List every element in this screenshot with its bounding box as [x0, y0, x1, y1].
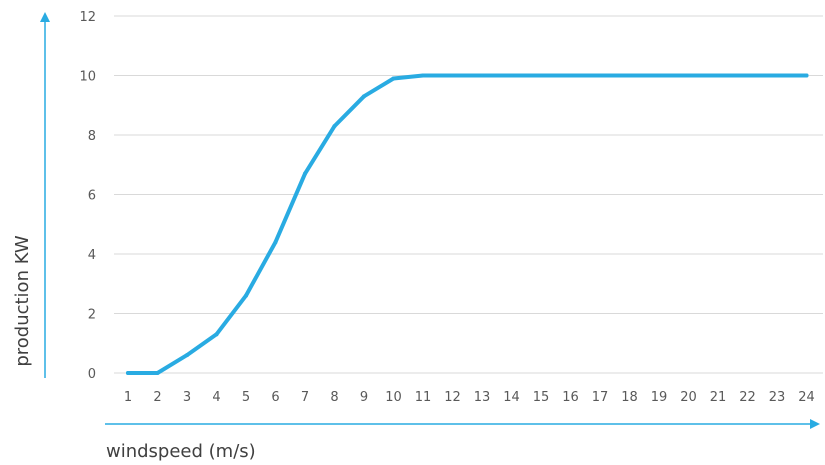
- x-tick-label: 8: [330, 390, 338, 405]
- data-point: [657, 73, 661, 78]
- data-point: [185, 353, 189, 358]
- x-tick-label: 3: [183, 390, 191, 405]
- series-line: [126, 73, 809, 375]
- data-point: [303, 171, 307, 176]
- y-tick-label: 6: [88, 189, 96, 204]
- x-tick-label: 2: [153, 390, 161, 405]
- x-axis-title: windspeed (m/s): [106, 441, 256, 461]
- x-tick-label: 18: [621, 390, 638, 405]
- data-point: [450, 73, 455, 78]
- data-point: [745, 73, 750, 78]
- data-point: [244, 293, 248, 298]
- gridlines: [114, 15, 823, 374]
- data-point: [155, 371, 160, 375]
- data-point: [480, 73, 484, 78]
- x-tick-label: 17: [592, 390, 609, 405]
- x-tick-label: 23: [769, 390, 786, 405]
- x-tick-label: 15: [533, 390, 550, 405]
- y-tick-label: 10: [79, 70, 96, 85]
- data-point: [273, 240, 278, 245]
- data-point: [362, 94, 366, 99]
- data-point: [509, 73, 514, 78]
- x-tick-label: 24: [798, 390, 815, 405]
- y-tick-label: 0: [88, 367, 96, 382]
- x-tick-label: 7: [301, 390, 309, 405]
- x-tick-label: 21: [710, 390, 727, 405]
- y-tick-label: 8: [88, 129, 96, 144]
- x-tick-label: 19: [651, 390, 668, 405]
- x-tick-label: 16: [562, 390, 579, 405]
- x-tick-label: 13: [474, 390, 491, 405]
- data-point: [686, 73, 691, 78]
- x-axis-ticks: 1 2 3 4 5 6 7 8 9 10 11 12 13 14 15 16 17 18 19 20 21 22 23 24: [124, 390, 815, 405]
- x-tick-label: 9: [360, 390, 368, 405]
- y-tick-label: 12: [79, 10, 96, 25]
- series-layer: [126, 73, 809, 375]
- data-point: [126, 371, 130, 375]
- y-tick-label: 2: [88, 308, 96, 323]
- x-tick-label: 10: [385, 390, 402, 405]
- x-tick-label: 14: [503, 390, 520, 405]
- data-point: [598, 73, 602, 78]
- x-tick-label: 20: [680, 390, 697, 405]
- data-point: [627, 73, 632, 78]
- x-tick-label: 5: [242, 390, 250, 405]
- y-axis-title: production KW: [12, 235, 33, 367]
- x-tick-label: 12: [444, 390, 461, 405]
- x-tick-label: 11: [415, 390, 432, 405]
- data-point: [539, 73, 543, 78]
- y-tick-label: 4: [88, 248, 96, 263]
- x-tick-label: 1: [124, 390, 132, 405]
- data-point: [775, 73, 779, 78]
- y-axis-ticks: 0 2 4 6 8 10 12: [79, 10, 96, 382]
- data-point: [214, 332, 219, 337]
- x-tick-label: 6: [271, 390, 279, 405]
- x-tick-label: 4: [212, 390, 220, 405]
- data-point: [568, 73, 573, 78]
- x-tick-label: 22: [739, 390, 756, 405]
- data-point: [391, 76, 396, 81]
- data-point: [332, 124, 337, 129]
- data-point: [804, 73, 809, 78]
- data-point: [421, 73, 425, 78]
- data-point: [716, 73, 720, 78]
